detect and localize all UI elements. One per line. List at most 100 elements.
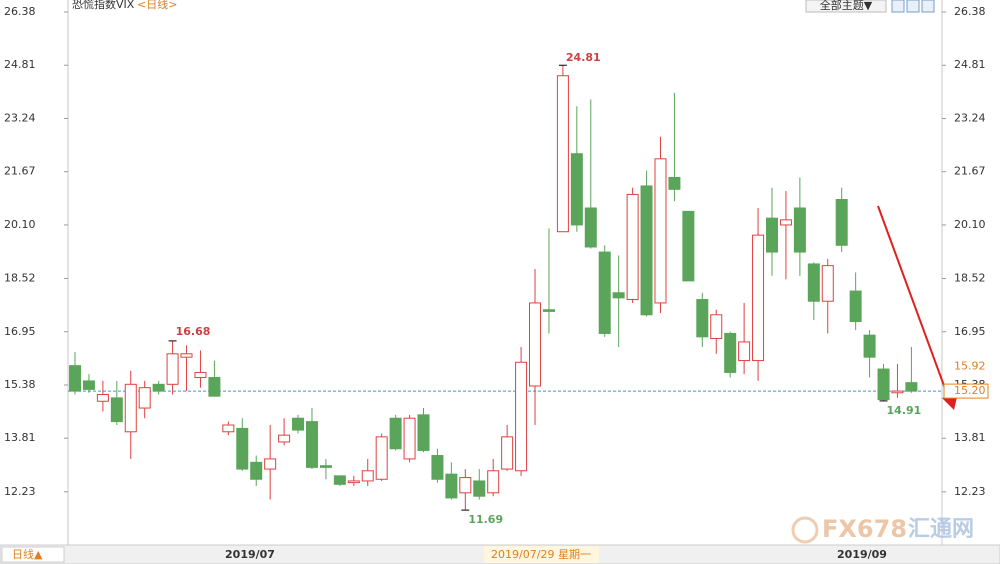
y2-tick-label: 23.24 <box>954 111 986 124</box>
candle-body <box>696 299 709 338</box>
candle-body <box>124 383 137 433</box>
candle-body <box>793 207 806 253</box>
candle-body <box>584 207 597 248</box>
candle-body <box>515 361 528 472</box>
last-price-box <box>943 383 989 399</box>
candle-body <box>598 251 611 334</box>
candle-body <box>319 465 332 468</box>
candle-body <box>361 470 374 482</box>
period-tag: <日线> <box>137 0 177 11</box>
y-tick-label: 24.81 <box>4 58 36 71</box>
candle-body <box>556 75 569 233</box>
crosshair-label-box <box>484 546 599 563</box>
candle-body <box>738 341 751 362</box>
y-tick-label: 16.95 <box>4 325 36 338</box>
candle-body <box>264 458 277 470</box>
candle-body <box>752 234 765 362</box>
y-tick-label: 26.38 <box>4 5 36 18</box>
y2-tick-label: 12.23 <box>954 485 986 498</box>
extreme-label: 14.91 <box>887 404 922 417</box>
candle-body <box>333 475 346 485</box>
candle-body <box>501 436 514 470</box>
candle-body <box>849 290 862 323</box>
candle-body <box>766 217 778 253</box>
watermark: 汇通网 <box>908 517 974 542</box>
annotation-arrow <box>877 205 951 403</box>
candle-body <box>654 158 667 304</box>
candle-body <box>180 353 193 358</box>
candle-body <box>459 477 472 494</box>
candle-body <box>835 199 848 246</box>
theme-button[interactable] <box>805 0 887 13</box>
y2-tick-label: 13.81 <box>954 431 986 444</box>
candle-body <box>821 265 834 302</box>
price-marker-label: 15.92 <box>954 360 986 373</box>
extreme-label: 11.69 <box>468 513 503 526</box>
y2-tick-label: 20.10 <box>954 218 986 231</box>
candle-body <box>682 210 695 282</box>
crosshair-label: 2019/07/29 星期一 <box>491 548 591 561</box>
candle-body <box>877 368 890 401</box>
y-tick-label: 20.10 <box>4 218 36 231</box>
candle-body <box>473 480 486 497</box>
candle-body <box>417 414 430 451</box>
candle-body <box>250 461 263 480</box>
candle-body <box>222 424 235 433</box>
x-label: 2019/07 <box>225 548 275 561</box>
settings-button[interactable] <box>921 0 935 13</box>
candle-body <box>292 417 305 431</box>
y2-tick-label: 26.38 <box>954 5 986 18</box>
candle-body <box>905 382 918 392</box>
candle-body <box>724 332 737 373</box>
y2-tick-label: 16.95 <box>954 325 986 338</box>
watermark: FX678 <box>822 515 907 543</box>
zoom-in-button[interactable] <box>891 0 905 13</box>
candle-body <box>347 480 360 484</box>
candle-body <box>375 436 388 480</box>
candle-body <box>208 377 221 397</box>
candle-body <box>194 371 207 379</box>
candle-body <box>640 185 653 316</box>
candle-body <box>710 314 723 340</box>
y-tick-label: 18.52 <box>4 272 36 285</box>
y-tick-label: 21.67 <box>4 165 36 178</box>
watermark-logo <box>791 516 819 544</box>
y-tick-label: 23.24 <box>4 111 36 124</box>
candle-body <box>152 383 165 392</box>
extreme-label: 24.81 <box>566 51 601 64</box>
candle-body <box>807 263 820 302</box>
candle-body <box>110 397 123 423</box>
candle-body <box>431 455 444 480</box>
zoom-out-button[interactable] <box>906 0 920 13</box>
candle-body <box>529 302 542 387</box>
period-button[interactable] <box>1 546 65 563</box>
candle-body <box>891 390 904 394</box>
y2-tick-label: 21.67 <box>954 165 986 178</box>
candle-body <box>278 434 291 443</box>
candle-body <box>166 353 179 385</box>
y-tick-label: 15.38 <box>4 378 36 391</box>
candle-body <box>389 417 402 450</box>
candle-body <box>779 219 792 226</box>
candle-body <box>69 365 81 392</box>
candle-body <box>138 387 151 409</box>
candle-body <box>863 334 876 358</box>
candle-body <box>445 473 458 499</box>
candle-body <box>570 153 583 226</box>
x-label: 2019/09 <box>837 548 887 561</box>
chart-title: 恐慌指数VIX <box>72 0 135 11</box>
y2-tick-label: 18.52 <box>954 272 986 285</box>
candle-body <box>403 417 416 460</box>
y-tick-label: 13.81 <box>4 431 36 444</box>
theme-button-label[interactable]: 全部主题▼ <box>820 0 873 12</box>
period-button-label[interactable]: 日线▲ <box>12 547 43 561</box>
y2-tick-label: 24.81 <box>954 58 986 71</box>
candle-body <box>82 380 95 390</box>
candle-body <box>626 193 639 301</box>
candle-body <box>96 393 109 402</box>
candle-body <box>305 421 318 468</box>
candle-body <box>487 470 500 494</box>
candle-body <box>542 309 555 312</box>
